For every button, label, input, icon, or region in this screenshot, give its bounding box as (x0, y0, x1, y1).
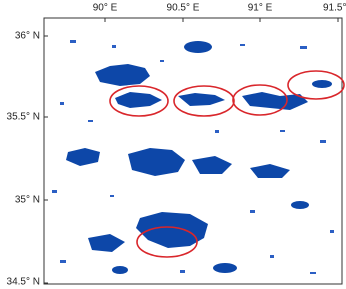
y-label: 34.5° N (7, 277, 40, 288)
map: 90° E 90.5° E 91° E 91.5° 36° N 35.5° N … (0, 0, 346, 289)
x-label: 91° E (248, 3, 273, 14)
x-label: 90.5° E (167, 3, 200, 14)
x-label: 91.5° (323, 3, 346, 14)
y-label: 35.5° N (7, 112, 40, 123)
x-label: 90° E (93, 3, 118, 14)
y-label: 36° N (15, 31, 40, 42)
y-label: 35° N (15, 195, 40, 206)
